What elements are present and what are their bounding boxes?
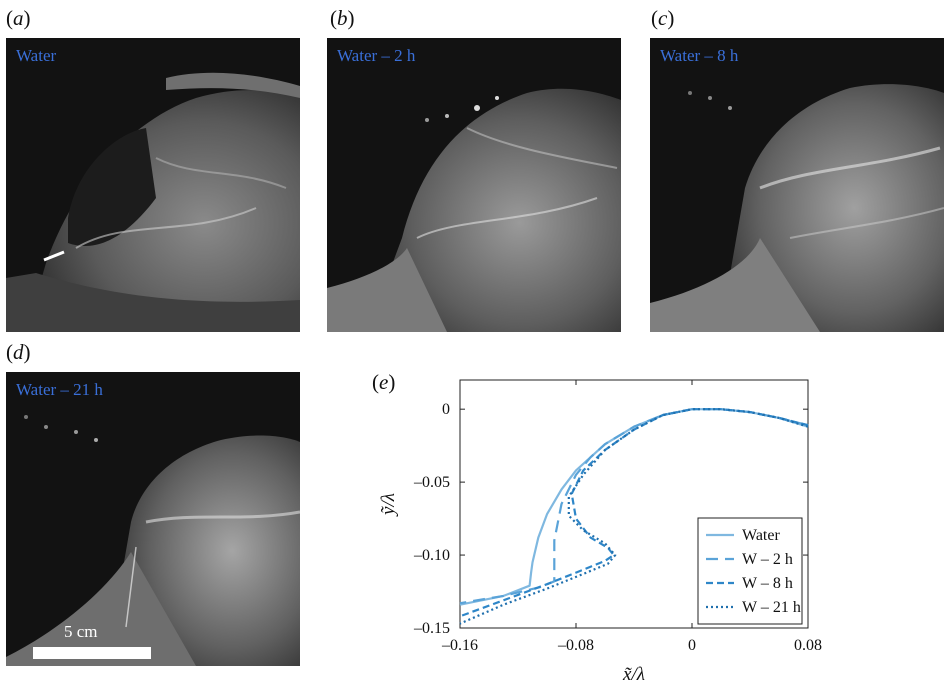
y-tick-label: –0.05 (413, 474, 450, 491)
y-axis-label: ỹ/λ (378, 493, 399, 517)
wave-image-b (327, 88, 621, 332)
legend-label: W – 8 h (742, 575, 793, 592)
series-line (459, 408, 809, 618)
panel-tag-b: Water – 2 h (337, 46, 416, 65)
panel-label-b: (b) (330, 6, 355, 30)
panel-label-e: (e) (372, 370, 396, 394)
wave-image-a (6, 72, 300, 332)
scale-bar (33, 647, 151, 659)
panel-label-d: (d) (6, 340, 31, 364)
photo-panel-d: Water – 21 h 5 cm (6, 372, 300, 666)
scale-bar-label: 5 cm (64, 622, 98, 641)
x-tick-label: 0 (688, 637, 696, 654)
legend-label: W – 2 h (742, 551, 793, 568)
x-tick-label: –0.08 (557, 637, 594, 654)
y-tick-label: 0 (442, 401, 450, 418)
photo-panel-a: Water (6, 38, 300, 332)
x-tick-label: 0.08 (794, 637, 822, 654)
wave-image-c (650, 84, 944, 332)
legend-label: W – 21 h (742, 599, 801, 616)
panel-tag-a: Water (16, 46, 57, 65)
panel-label-c: (c) (651, 6, 675, 30)
panel-tag-d: Water – 21 h (16, 380, 103, 399)
wave-image-d (6, 415, 300, 666)
x-tick-label: –0.16 (441, 637, 478, 654)
x-axis-label: x̃/λ (622, 664, 645, 685)
y-tick-label: –0.10 (413, 547, 450, 564)
legend-label: Water (742, 527, 780, 544)
photo-panel-b: Water – 2 h (327, 38, 621, 332)
series-line (459, 408, 809, 625)
panel-tag-c: Water – 8 h (660, 46, 739, 65)
panel-label-a: (a) (6, 6, 31, 30)
photo-panel-c: Water – 8 h (650, 38, 944, 332)
profile-chart: –0.16 –0.08 0 0.08 0 –0.05 –0.10 –0.15 x̃/λ ỹ/λ Wa… (378, 379, 822, 685)
y-tick-label: –0.15 (413, 620, 450, 637)
